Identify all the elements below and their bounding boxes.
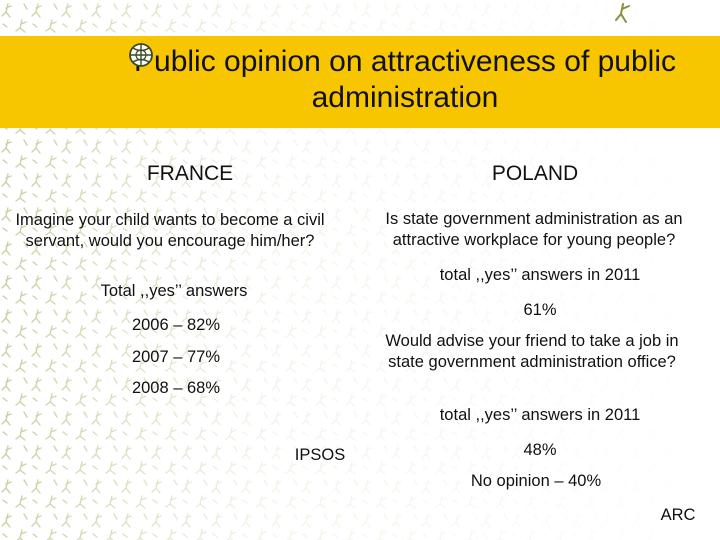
- poland-source: ARC: [660, 506, 696, 524]
- france-year-2008: 2008 – 68%: [131, 379, 221, 397]
- poland-question-2: Would advise your friend to take a job i…: [385, 332, 679, 371]
- france-year-2007: 2007 – 77%: [131, 348, 221, 366]
- title-band: [0, 36, 720, 128]
- globe-icon: [129, 43, 153, 67]
- france-source: IPSOS: [294, 446, 346, 464]
- poland-value-2: 48%: [523, 441, 557, 459]
- france-year-2006: 2006 – 82%: [131, 316, 221, 334]
- poland-total-2: total ,,yes’’ answers in 2011: [439, 406, 641, 424]
- poland-question-1: Is state government administration as an…: [385, 210, 683, 249]
- top-ornament-icon: [615, 3, 630, 23]
- france-heading: FRANCE: [146, 162, 234, 185]
- france-total-label: Total ,,yes’’ answers: [100, 282, 248, 300]
- poland-no-opinion: No opinion – 40%: [470, 472, 602, 490]
- poland-value-1: 61%: [523, 301, 557, 319]
- poland-heading: POLAND: [491, 162, 579, 185]
- poland-total-1: total ,,yes’’ answers in 2011: [439, 266, 641, 284]
- france-question: Imagine your child wants to become a civ…: [15, 211, 325, 250]
- slide-title: Public opinion on attractiveness of publ…: [134, 45, 676, 114]
